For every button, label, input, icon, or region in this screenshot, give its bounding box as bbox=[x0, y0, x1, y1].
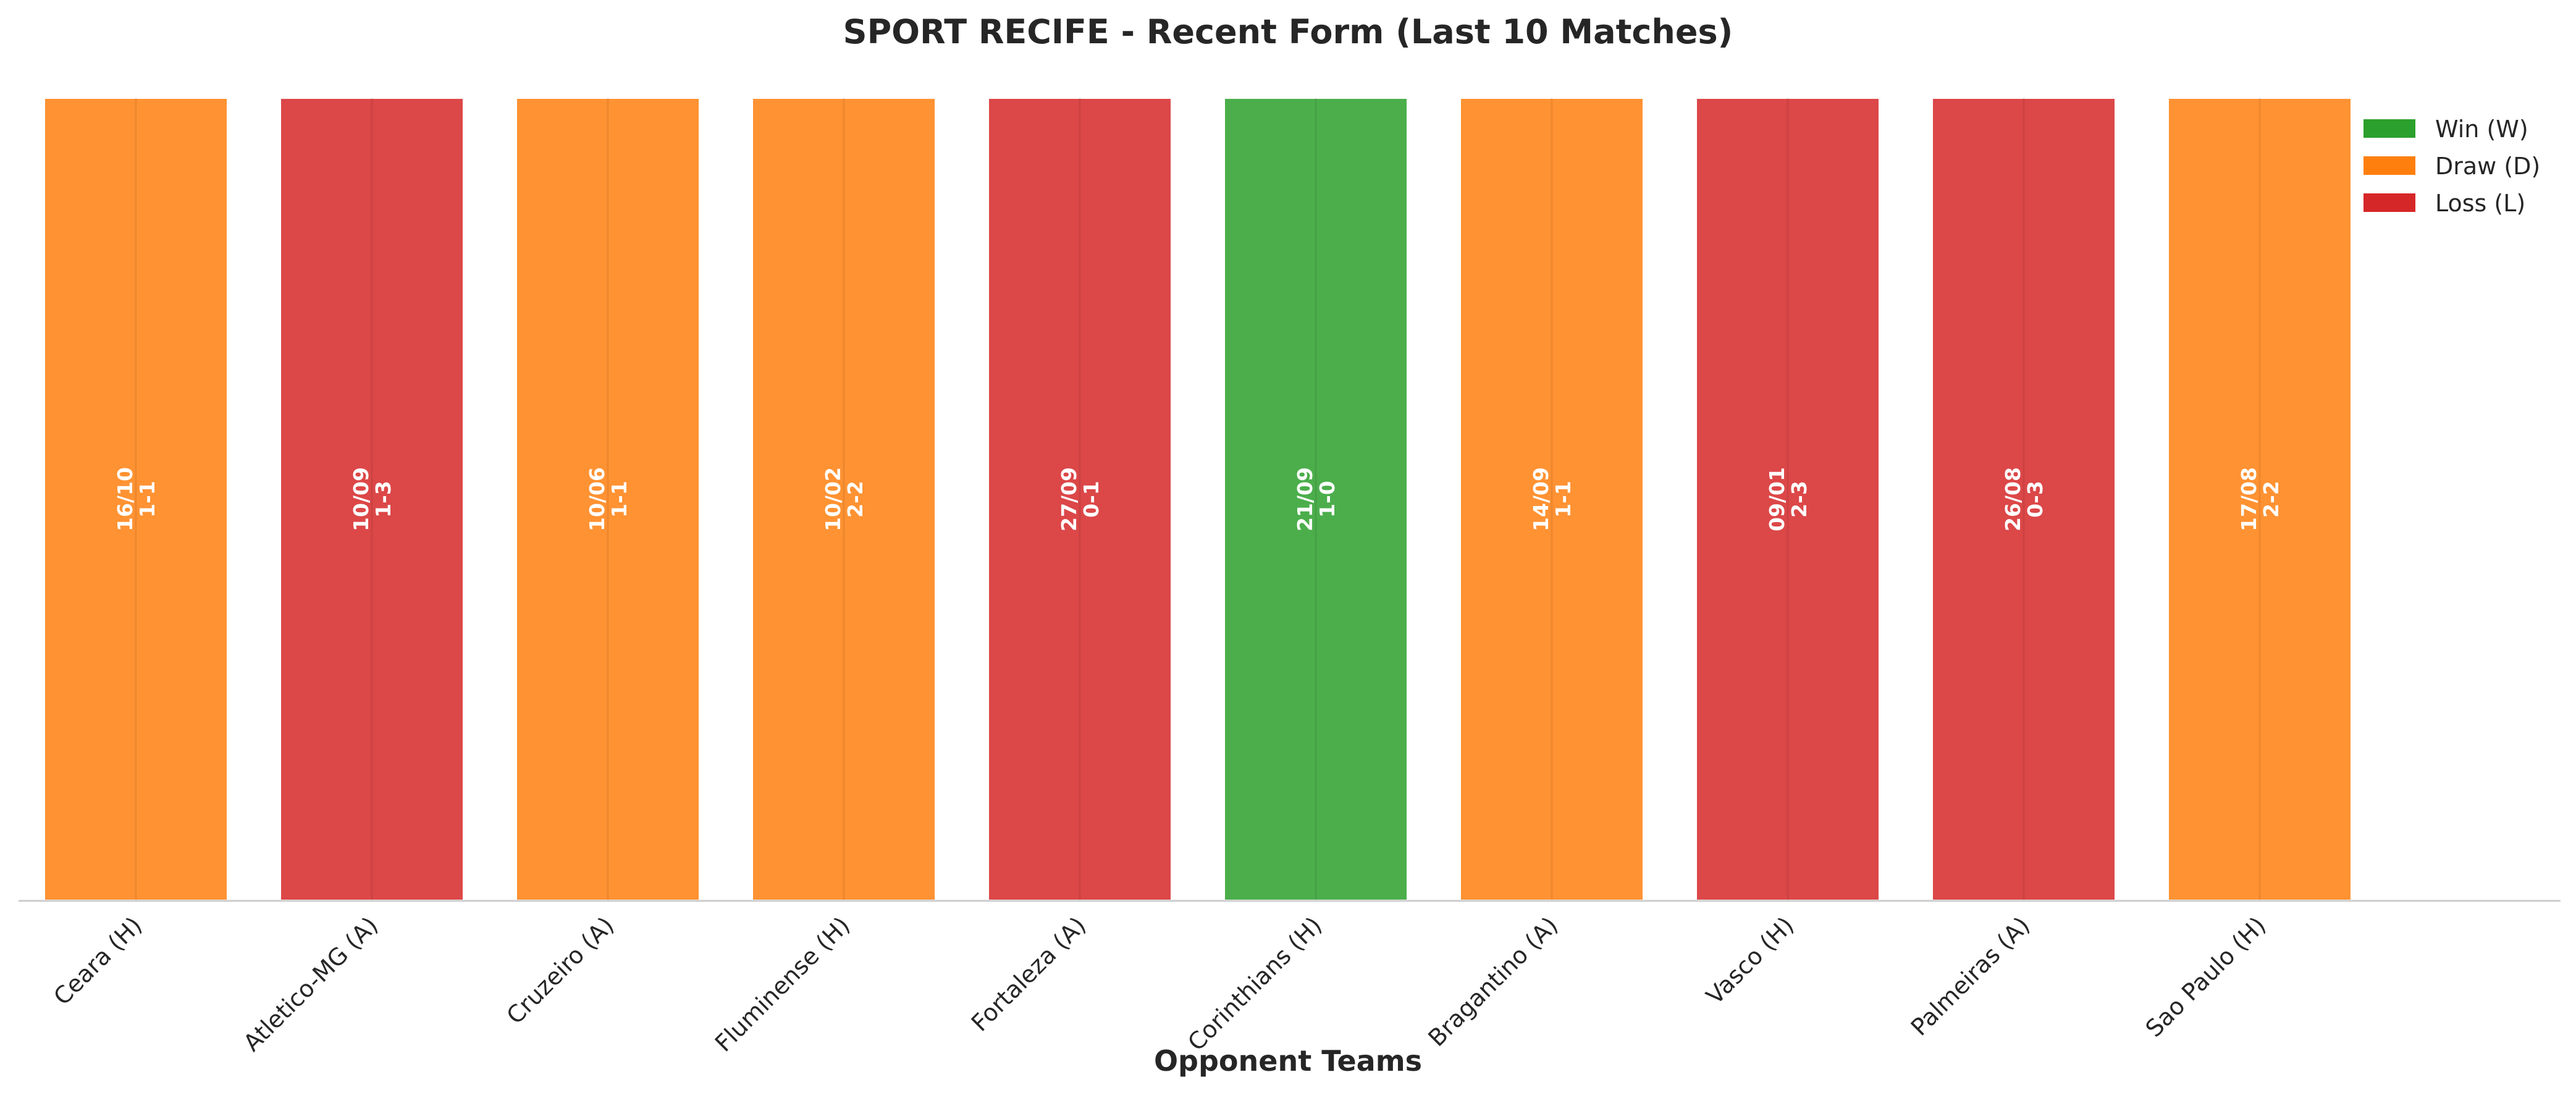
bar-score-label: 2-3 bbox=[1787, 481, 1811, 518]
bar-score-label: 2-2 bbox=[843, 481, 867, 518]
bar-date-label: 10/06 bbox=[585, 467, 609, 531]
bar-10 bbox=[2166, 96, 2353, 902]
x-tick-label: Fortaleza (A) bbox=[966, 911, 1092, 1037]
bar-date-label: 10/09 bbox=[349, 467, 373, 531]
bar-label: 27/090-1 bbox=[1057, 467, 1103, 531]
bar-label: 10/091-3 bbox=[349, 467, 395, 531]
bar-label: 17/082-2 bbox=[2237, 467, 2283, 531]
bars-layer: 16/101-1 10/091-3 10/061-1 10/022-2 27/090-1… bbox=[43, 96, 2353, 902]
bar-date-label: 09/01 bbox=[1765, 467, 1789, 531]
legend-label: Loss (L) bbox=[2435, 190, 2525, 217]
bar-1 bbox=[43, 96, 229, 902]
bar-label: 16/101-1 bbox=[113, 467, 159, 531]
legend-swatch-d bbox=[2363, 156, 2415, 175]
x-axis-label: Opponent Teams bbox=[1154, 1044, 1422, 1078]
bar-score-label: 2-2 bbox=[2259, 481, 2283, 518]
bar-date-label: 14/09 bbox=[1529, 467, 1553, 531]
bar-score-label: 0-1 bbox=[1079, 481, 1103, 518]
bar-score-label: 1-1 bbox=[607, 481, 631, 518]
bar-score-label: 0-3 bbox=[2023, 481, 2047, 518]
legend-label: Draw (D) bbox=[2435, 153, 2540, 180]
bar-date-label: 10/02 bbox=[821, 467, 845, 531]
legend-swatch-l bbox=[2363, 193, 2415, 212]
x-tick-label: Bragantino (A) bbox=[1423, 911, 1563, 1052]
chart-title: SPORT RECIFE - Recent Form (Last 10 Matc… bbox=[843, 12, 1733, 51]
bar-score-label: 1-0 bbox=[1315, 481, 1339, 518]
bar-label: 21/091-0 bbox=[1293, 467, 1339, 531]
bar-5 bbox=[987, 96, 1173, 902]
x-tick-label: Palmeiras (A) bbox=[1906, 911, 2035, 1041]
bar-label: 10/022-2 bbox=[821, 467, 867, 531]
x-tick-label: Cruzeiro (A) bbox=[502, 911, 620, 1029]
bar-6 bbox=[1223, 96, 1409, 902]
x-tick-label: Ceara (H) bbox=[48, 911, 147, 1010]
bar-date-label: 21/09 bbox=[1293, 467, 1317, 531]
x-tick-label: Sao Paulo (H) bbox=[2140, 911, 2271, 1042]
bar-date-label: 27/09 bbox=[1057, 467, 1081, 531]
bar-7 bbox=[1458, 96, 1645, 902]
bar-score-label: 1-3 bbox=[371, 481, 395, 518]
legend-label: Win (W) bbox=[2435, 116, 2528, 143]
x-tick-labels: Ceara (H) Atletico-MG (A) Cruzeiro (A) Flum… bbox=[48, 911, 2271, 1057]
bar-label: 26/080-3 bbox=[2001, 467, 2047, 531]
bar-3 bbox=[515, 96, 701, 902]
x-tick-label: Fluminense (H) bbox=[710, 911, 856, 1057]
legend: Win (W) Draw (D) Loss (L) bbox=[2363, 116, 2540, 217]
bar-date-label: 17/08 bbox=[2237, 467, 2261, 531]
x-tick-label: Vasco (H) bbox=[1701, 911, 1799, 1010]
bar-score-label: 1-1 bbox=[1551, 481, 1575, 518]
bar-label: 10/061-1 bbox=[585, 467, 631, 531]
x-tick-label: Corinthians (H) bbox=[1182, 911, 1327, 1056]
bar-score-label: 1-1 bbox=[135, 481, 159, 518]
bar-4 bbox=[751, 96, 937, 902]
bar-label: 14/091-1 bbox=[1529, 467, 1575, 531]
x-tick-label: Atletico-MG (A) bbox=[238, 911, 384, 1057]
bar-label: 09/012-3 bbox=[1765, 467, 1811, 531]
bar-date-label: 26/08 bbox=[2001, 467, 2025, 531]
bar-2 bbox=[279, 96, 465, 902]
bar-date-label: 16/10 bbox=[113, 467, 137, 531]
legend-swatch-w bbox=[2363, 119, 2415, 138]
